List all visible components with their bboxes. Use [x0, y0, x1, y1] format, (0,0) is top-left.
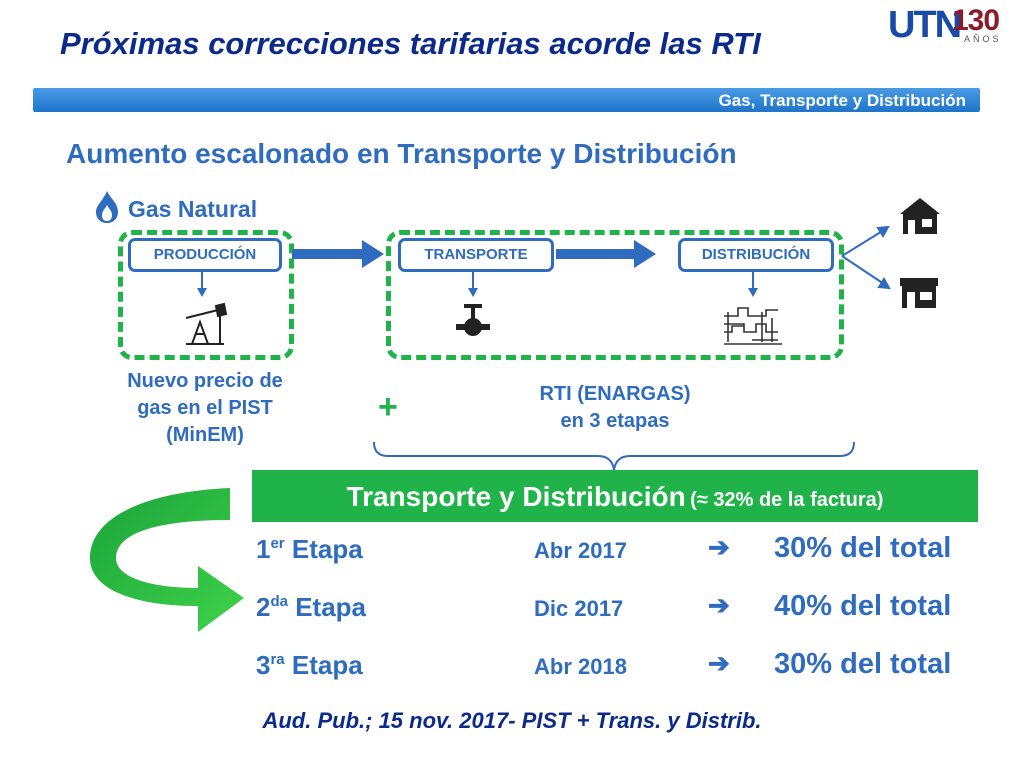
shop-icon	[900, 278, 938, 308]
arrow-production-to-transport	[292, 240, 384, 268]
stage-date: Abr 2018	[534, 654, 627, 679]
table-title: Transporte y Distribución (≈ 32% de la f…	[252, 470, 978, 522]
table-row: 2da Etapa Dic 2017 ➔ 40% del total	[252, 588, 978, 632]
logo: UTN 130 AÑOS	[888, 4, 1020, 46]
table-title-sub: (≈ 32% de la factura)	[690, 489, 884, 511]
stage-percentage: 30% del total	[774, 532, 952, 564]
branch-arrows	[841, 225, 891, 290]
stage-distribution: DISTRIBUCIÓN	[678, 238, 834, 272]
plus-sign: +	[378, 388, 398, 426]
banner-label: Gas, Transporte y Distribución	[718, 91, 966, 110]
arrow-down-transport	[468, 270, 478, 297]
rti-brace	[373, 441, 855, 471]
new-price-note: Nuevo precio de gas en el PIST (MinEM)	[100, 368, 310, 449]
stage-label: 1er Etapa	[256, 534, 363, 564]
arrow-down-production	[197, 270, 207, 297]
section-banner: Gas, Transporte y Distribución	[33, 88, 980, 112]
stage-label: 3ra Etapa	[256, 650, 363, 680]
arrow-right-icon: ➔	[708, 648, 730, 678]
table-header: Transporte y Distribución (≈ 32% de la f…	[252, 470, 978, 522]
stage-transport: TRANSPORTE	[398, 238, 554, 272]
rti-note: RTI (ENARGAS) en 3 etapas	[480, 381, 750, 435]
table-title-main: Transporte y Distribución	[346, 481, 686, 512]
arrow-right-icon: ➔	[708, 532, 730, 562]
stage-date: Dic 2017	[534, 596, 624, 621]
stage-percentage: 30% del total	[774, 648, 952, 680]
footer-note: Aud. Pub.; 15 nov. 2017- PIST + Trans. y…	[262, 708, 762, 733]
curved-arrow-icon	[89, 488, 244, 632]
production-group	[118, 230, 294, 360]
new-price-line3: (MinEM)	[166, 424, 244, 446]
stage-percentage: 40% del total	[774, 590, 952, 622]
rti-line2: en 3 etapas	[560, 410, 670, 432]
gas-natural-label: Gas Natural	[128, 196, 258, 222]
table-row: 3ra Etapa Abr 2018 ➔ 30% del total	[252, 646, 978, 690]
arrow-transport-to-distribution	[556, 240, 656, 268]
oil-pump-icon	[185, 302, 228, 345]
arrow-right-icon: ➔	[708, 590, 730, 620]
house-icon	[900, 198, 940, 234]
rti-line1: RTI (ENARGAS)	[539, 383, 691, 405]
new-price-line2: gas en el PIST	[137, 397, 273, 419]
logo-mark: UTN	[888, 4, 962, 46]
valve-icon	[456, 304, 490, 336]
new-price-line1: Nuevo precio de	[127, 370, 283, 392]
arrow-down-distribution	[748, 270, 758, 297]
flame-icon	[96, 191, 118, 223]
section-heading: Aumento escalonado en Transporte y Distr…	[66, 138, 737, 169]
stage-date: Abr 2017	[534, 538, 627, 563]
pipes-icon	[724, 307, 782, 345]
table-row: 1er Etapa Abr 2017 ➔ 30% del total	[252, 530, 978, 574]
stage-production: PRODUCCIÓN	[128, 238, 282, 272]
page-title: Próximas correcciones tarifarias acorde …	[60, 26, 761, 61]
stage-label: 2da Etapa	[256, 592, 367, 622]
transport-distribution-group	[386, 230, 844, 360]
logo-number: 130	[952, 4, 1000, 37]
logo-subtitle: AÑOS	[964, 34, 1002, 44]
